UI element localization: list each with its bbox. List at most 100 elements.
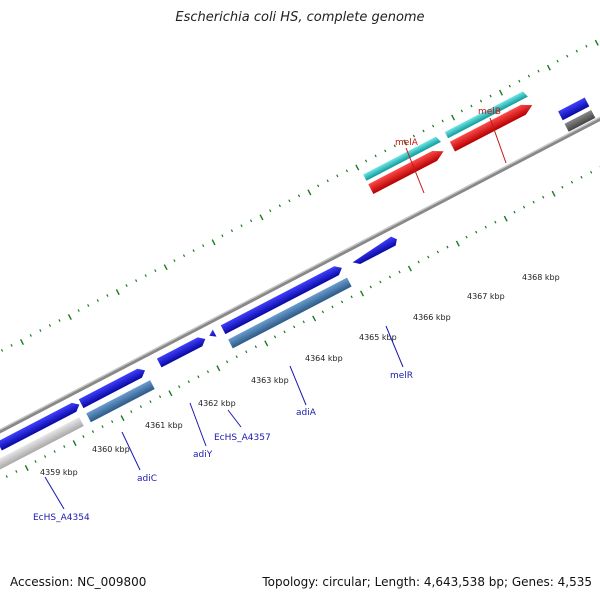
outer-minor-tick [106, 294, 109, 297]
inner-major-tick [360, 290, 365, 297]
outer-minor-tick [412, 134, 416, 138]
inner-minor-tick [350, 295, 353, 299]
tick-label-4363: 4363 kbp [251, 376, 289, 385]
inner-major-tick [168, 390, 173, 397]
gene-adiC [86, 380, 155, 423]
inner-minor-tick [187, 380, 190, 384]
outer-major-tick [498, 89, 503, 96]
inner-minor-tick [580, 175, 583, 179]
leader-adiA [289, 365, 307, 406]
outer-major-tick [259, 214, 264, 221]
outer-minor-tick [297, 194, 301, 198]
label-adiC: adiC [137, 474, 157, 484]
map-title: Escherichia coli HS, complete genome [175, 10, 425, 25]
inner-minor-tick [254, 345, 257, 349]
outer-minor-tick [518, 79, 521, 83]
inner-major-tick [264, 340, 269, 347]
gene-adiA-fwd [220, 266, 342, 335]
outer-minor-tick [537, 69, 540, 73]
inner-minor-tick [245, 350, 248, 354]
outer-minor-tick [154, 269, 157, 272]
outer-minor-tick [460, 109, 463, 113]
gene-dark-feature [564, 109, 596, 132]
gene-melA [368, 151, 444, 195]
outer-minor-tick [125, 284, 128, 287]
outer-minor-tick [48, 324, 52, 327]
gene-adiA [228, 277, 352, 349]
inner-minor-tick [570, 180, 574, 184]
inner-major-tick [312, 315, 317, 322]
gene-labels: melA melB melR adiA EcHS_A4357 adiY adiC… [33, 107, 507, 523]
outer-minor-tick [479, 99, 483, 103]
leader-melB [489, 117, 507, 164]
outer-major-tick [403, 139, 408, 146]
inner-minor-tick [475, 230, 478, 234]
inner-minor-tick [561, 185, 564, 189]
tick-label-4364: 4364 kbp [305, 354, 343, 363]
tick-label-4362: 4362 kbp [198, 399, 236, 408]
outer-minor-tick [182, 254, 186, 258]
inner-minor-tick [465, 235, 468, 239]
label-adiY: adiY [193, 450, 213, 460]
inner-minor-tick [91, 430, 95, 433]
outer-major-tick [115, 289, 120, 296]
outer-major-tick [307, 189, 312, 196]
genome-backbone [0, 100, 600, 455]
inner-minor-tick [139, 405, 142, 409]
gene-melR-fwd [352, 236, 397, 265]
outer-minor-tick [288, 199, 291, 203]
outer-minor-tick [240, 224, 243, 228]
outer-minor-tick [422, 129, 425, 133]
outer-major-tick [355, 164, 360, 171]
outer-minor-tick [278, 204, 281, 208]
gene-EcHS_A4354-fwd [0, 402, 80, 451]
outer-minor-tick [249, 219, 253, 223]
inner-major-tick [551, 190, 556, 197]
inner-minor-tick [63, 445, 66, 448]
outer-minor-tick [317, 184, 320, 188]
inner-major-tick [72, 440, 77, 447]
inner-minor-tick [206, 370, 210, 374]
accession-text: Accession: NC_009800 [10, 575, 147, 589]
label-melR: melR [390, 371, 413, 381]
inner-major-tick [455, 240, 460, 247]
outer-minor-tick [566, 54, 569, 58]
outer-major-tick [451, 114, 456, 121]
inner-minor-tick [321, 310, 325, 314]
inner-minor-tick [542, 195, 545, 199]
inner-minor-tick [101, 425, 104, 428]
tick-label-4360: 4360 kbp [92, 445, 130, 454]
tick-label-4365: 4365 kbp [359, 333, 397, 342]
outer-minor-tick [432, 124, 435, 128]
inner-minor-tick [82, 435, 85, 438]
outer-minor-tick [489, 94, 492, 98]
inner-major-tick [503, 215, 508, 222]
outer-minor-tick [77, 309, 80, 312]
inner-minor-tick [293, 325, 296, 329]
gene-next [558, 97, 590, 121]
label-melB: melB [478, 107, 501, 117]
tick-labels: 4359 kbp 4360 kbp 4361 kbp 4362 kbp 4363… [40, 273, 560, 477]
outer-minor-tick [269, 209, 272, 213]
outer-minor-tick [221, 234, 224, 238]
outer-minor-tick [585, 44, 588, 48]
tick-label-4367: 4367 kbp [467, 292, 505, 301]
tick-label-4361: 4361 kbp [145, 421, 183, 430]
outer-minor-tick [527, 74, 531, 78]
inner-minor-tick [436, 250, 439, 254]
outer-minor-tick [192, 249, 195, 253]
topology-summary: Topology: circular; Length: 4,643,538 bp… [262, 575, 592, 589]
inner-major-tick [24, 465, 29, 472]
outer-tick-ring [0, 39, 599, 352]
outer-minor-tick [144, 274, 147, 277]
outer-minor-tick [364, 159, 368, 163]
outer-minor-tick [384, 149, 387, 153]
outer-minor-tick [135, 279, 138, 282]
inner-minor-tick [484, 225, 487, 229]
inner-minor-tick [398, 270, 401, 274]
outer-minor-tick [326, 179, 329, 183]
gene-small-fwd [209, 329, 217, 337]
inner-major-tick [216, 365, 221, 372]
outer-minor-tick [58, 319, 61, 322]
outer-minor-tick [470, 104, 473, 108]
